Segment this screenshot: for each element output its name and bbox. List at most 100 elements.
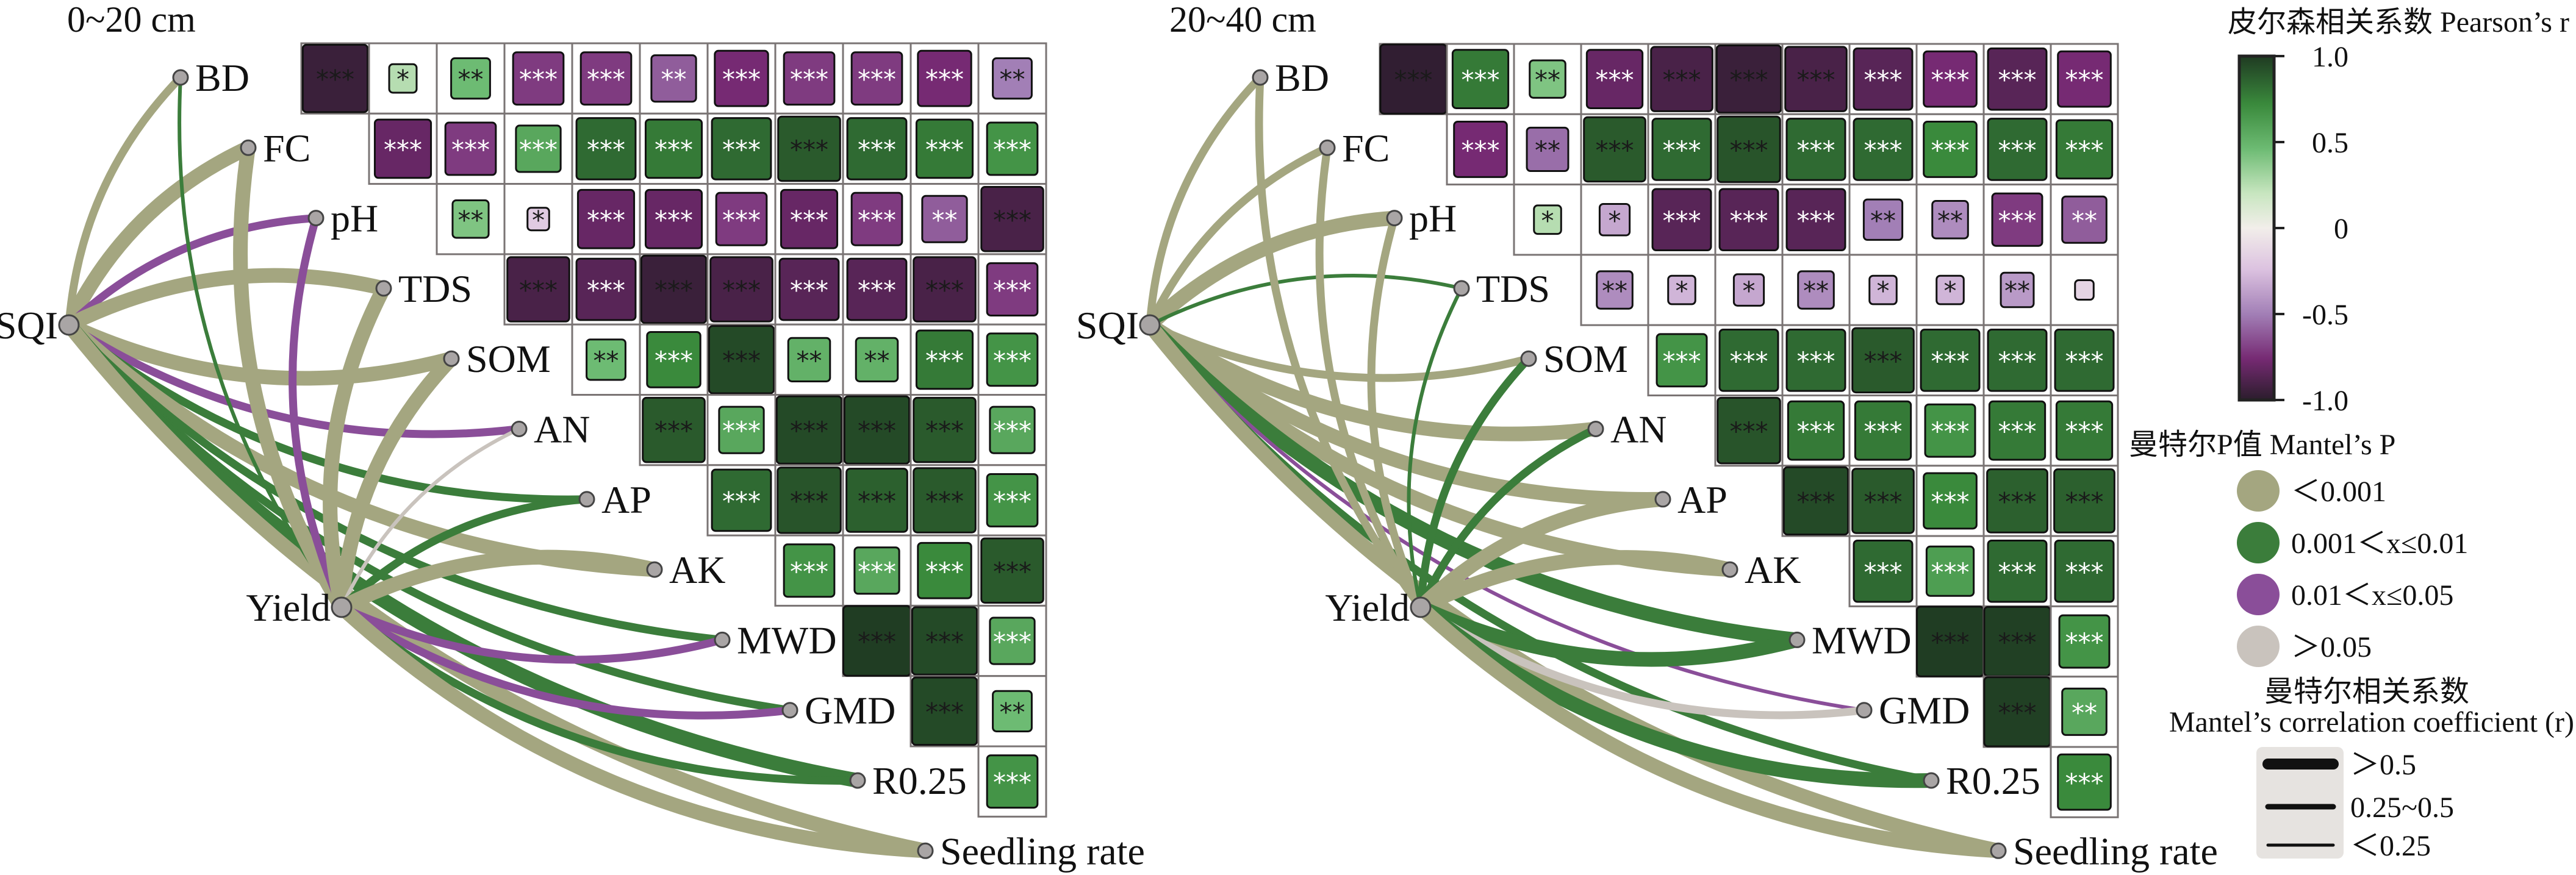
correlation-square — [1667, 274, 1696, 305]
significance-stars: *** — [993, 486, 1031, 516]
correlation-square — [775, 395, 843, 465]
correlation-square — [1453, 121, 1508, 178]
variable-label: SOM — [466, 337, 551, 380]
correlation-square — [450, 57, 491, 100]
significance-stars: ** — [1803, 276, 1829, 306]
edge-yield-tds — [1407, 286, 1463, 609]
significance-stars: *** — [1864, 135, 1903, 165]
mantel-r-legend-title-en: Mantel’s correlation coefficient (r) — [2169, 706, 2574, 738]
correlation-square — [989, 405, 1036, 454]
variable-node — [443, 350, 460, 367]
correlation-square — [1853, 118, 1914, 181]
significance-stars: *** — [2065, 65, 2104, 95]
significance-stars: *** — [384, 135, 422, 165]
variable-label: AK — [669, 548, 725, 591]
p-legend-swatch — [2237, 574, 2280, 615]
significance-stars: *** — [1797, 135, 1835, 165]
correlation-square — [526, 207, 550, 232]
p-legend-label: ＞0.05 — [2291, 631, 2372, 663]
significance-stars: *** — [925, 135, 964, 165]
mantel-edges — [1143, 73, 2006, 859]
correlation-square — [1784, 46, 1848, 112]
correlation-square — [451, 199, 490, 239]
correlation-square — [1451, 49, 1510, 109]
variable-label: AN — [534, 408, 590, 451]
significance-stars: *** — [790, 416, 828, 446]
edge-yield-gmd — [337, 603, 794, 720]
variable-label: BD — [1275, 56, 1329, 99]
significance-stars: *** — [1931, 346, 1970, 376]
edge-yield-som — [334, 351, 459, 615]
significance-stars: *** — [1931, 416, 1970, 446]
correlation-square — [512, 51, 565, 106]
significance-stars: *** — [451, 135, 490, 165]
mantel-p-legend-title: 曼特尔P值 Mantel’s P — [2129, 429, 2395, 461]
significance-stars: *** — [1797, 205, 1835, 235]
correlation-square — [1596, 270, 1634, 310]
edge-yield-som — [1416, 354, 1533, 612]
correlation-square — [1986, 468, 2048, 534]
variable-label: GMD — [1879, 689, 1970, 732]
correlation-square — [1785, 329, 1846, 392]
significance-stars: * — [1609, 205, 1621, 235]
correlation-square — [846, 257, 908, 321]
significance-stars: *** — [858, 627, 896, 657]
significance-stars: *** — [587, 135, 625, 165]
variable-node — [1721, 561, 1738, 578]
colorbar-tick-label: 0.5 — [2312, 127, 2348, 159]
edge-sqi-fc — [1146, 143, 1332, 329]
colorbar-title: 皮尔森相关系数 Pearson’s r — [2228, 6, 2569, 38]
correlation-square — [1787, 400, 1845, 461]
panel-title: 20~40 cm — [1169, 0, 1316, 40]
edge-sqi-som — [1146, 321, 1533, 382]
significance-stars: *** — [655, 276, 693, 305]
significance-stars: *** — [1931, 627, 1970, 657]
correlation-square — [1717, 115, 1781, 184]
variable-label: TDS — [1476, 267, 1550, 310]
edge-sqi-ph — [65, 214, 320, 329]
correlation-square — [1931, 200, 1969, 240]
r-legend-label: ＞0.5 — [2350, 749, 2416, 781]
hub-node-sqi — [58, 314, 80, 336]
correlation-square — [980, 186, 1044, 252]
significance-stars: *** — [1931, 557, 1970, 587]
correlation-square — [1987, 539, 2048, 603]
correlation-square — [921, 195, 968, 243]
significance-stars: *** — [925, 557, 964, 587]
significance-stars: *** — [993, 768, 1031, 798]
significance-stars: ** — [1870, 205, 1896, 235]
variable-node — [1453, 280, 1470, 297]
colorbar-tick-label: -1.0 — [2302, 385, 2348, 417]
colorbar-tick-label: 0 — [2334, 213, 2348, 245]
variable-node — [1319, 139, 1336, 156]
variable-label: pH — [1409, 197, 1457, 240]
hub-label-sqi: SQI — [0, 304, 58, 347]
significance-stars: *** — [722, 346, 761, 376]
correlation-square — [1717, 396, 1781, 465]
significance-stars: *** — [790, 135, 828, 165]
hub-node-yield — [1410, 596, 1432, 618]
correlation-square — [1797, 270, 1835, 310]
edge-yield-seedling-rate — [334, 600, 933, 859]
correlation-square — [2054, 539, 2115, 603]
correlation-square — [1598, 202, 1631, 237]
significance-stars: *** — [858, 135, 896, 165]
variable-label: AP — [1677, 478, 1727, 521]
correlation-square — [992, 57, 1033, 100]
significance-stars: *** — [790, 557, 828, 587]
variable-label: BD — [195, 56, 249, 99]
correlation-square — [1923, 121, 1978, 178]
correlation-square — [911, 606, 978, 676]
significance-stars: *** — [722, 205, 761, 235]
variable-label: AP — [601, 478, 651, 521]
correlation-square — [1651, 118, 1712, 181]
significance-stars: *** — [925, 65, 964, 95]
correlation-square — [1715, 44, 1782, 114]
significance-stars: *** — [1864, 557, 1903, 587]
p-legend-label: 0.001＜x≤0.01 — [2291, 527, 2468, 560]
correlation-square — [911, 676, 978, 746]
correlation-square — [913, 467, 977, 534]
significance-stars: *** — [1596, 65, 1634, 95]
correlation-square — [1782, 466, 1849, 536]
significance-stars: ** — [661, 65, 687, 95]
